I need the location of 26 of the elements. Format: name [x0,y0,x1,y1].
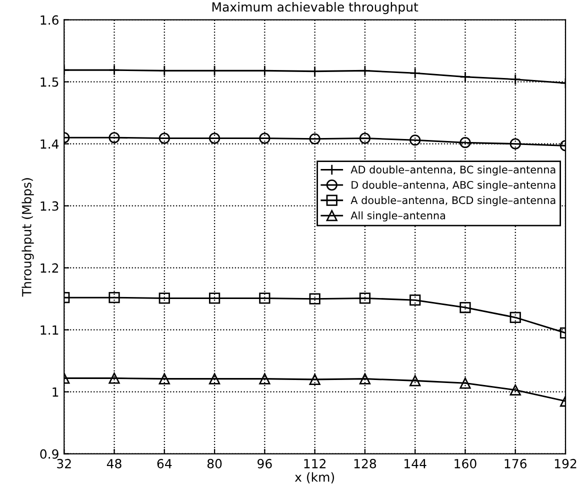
y-tick-label: 1.4 [40,139,59,149]
y-tick-label: 1.3 [40,201,58,211]
legend-label: All single–antenna [350,211,446,222]
x-tick-label: 64 [157,458,172,468]
x-tick-label: 80 [207,458,222,468]
x-tick-label: 96 [258,458,272,468]
legend-label: A double–antenna, BCD single–antenna [350,196,556,206]
chart-title: Maximum achievable throughput [212,2,418,14]
legend-label: D double–antenna, ABC single–antenna [352,180,556,191]
x-tick-label: 32 [57,458,71,468]
y-tick-label: 1.5 [40,77,58,87]
y-tick-label: 1 [52,387,58,397]
x-tick-label: 112 [304,458,326,468]
x-tick-label: 48 [106,458,122,468]
x-tick-label: 176 [504,458,527,468]
y-tick-label: 1.6 [40,15,58,25]
x-tick-label: 144 [404,459,426,468]
y-tick-label: 1.2 [40,263,58,273]
x-axis-title: x (km) [294,472,334,484]
y-axis-title: Throughput (Mbps) [22,178,34,297]
y-tick-label: 0.9 [40,449,58,459]
x-tick-label: 160 [454,458,476,468]
y-tick-label: 1.1 [40,325,58,335]
x-tick-label: 128 [354,458,376,468]
x-tick-label: 192 [554,458,576,468]
legend-label: AD double–antenna, BC single–antenna [350,165,556,176]
